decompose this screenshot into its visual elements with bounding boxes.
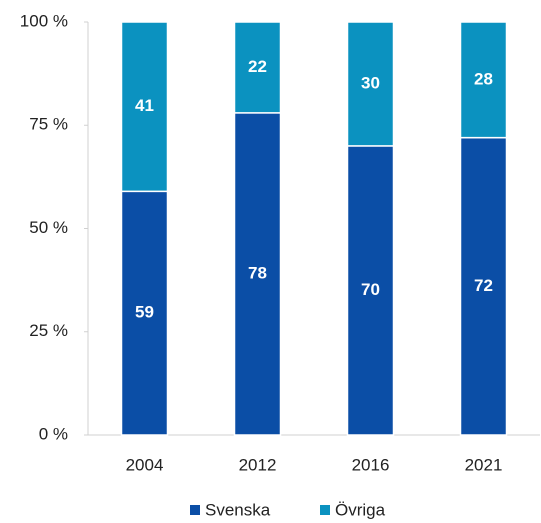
bar-segment (120, 21, 169, 193)
data-label: 22 (248, 57, 267, 76)
y-tick-label: 25 % (29, 321, 68, 340)
bar-segment (459, 21, 508, 139)
legend-swatch (320, 505, 330, 515)
bar-segment (233, 21, 282, 114)
bar-segment (120, 190, 169, 436)
legend-label: Övriga (335, 500, 386, 519)
x-tick-label: 2012 (239, 455, 277, 474)
data-label: 41 (135, 96, 154, 115)
y-tick-label: 100 % (20, 11, 68, 30)
x-tick-label: 2016 (352, 455, 390, 474)
legend-swatch (190, 505, 200, 515)
data-label: 70 (361, 280, 380, 299)
data-label: 59 (135, 303, 154, 322)
bar-segment (346, 21, 395, 147)
x-tick-label: 2004 (126, 455, 164, 474)
y-tick-label: 50 % (29, 218, 68, 237)
y-tick-label: 75 % (29, 115, 68, 134)
bar-segment (233, 112, 282, 436)
bar-segment (346, 145, 395, 436)
data-label: 30 (361, 73, 380, 92)
data-label: 72 (474, 276, 493, 295)
x-tick-label: 2021 (465, 455, 503, 474)
y-tick-label: 0 % (39, 424, 68, 443)
legend-label: Svenska (205, 500, 271, 519)
bar-segment (459, 136, 508, 436)
data-label: 78 (248, 263, 267, 282)
data-label: 28 (474, 69, 493, 88)
